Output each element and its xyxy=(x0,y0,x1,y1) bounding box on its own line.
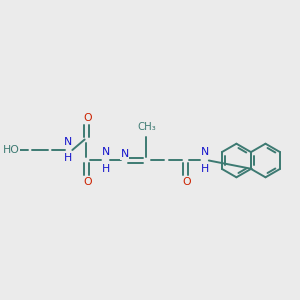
Text: N: N xyxy=(120,149,129,159)
Text: O: O xyxy=(83,177,92,188)
Text: H: H xyxy=(101,164,110,174)
Text: N: N xyxy=(200,147,209,157)
Text: H: H xyxy=(64,153,73,164)
Text: N: N xyxy=(101,147,110,157)
Text: CH₃: CH₃ xyxy=(137,122,156,132)
Text: O: O xyxy=(83,112,92,123)
Text: N: N xyxy=(64,136,73,147)
Text: H: H xyxy=(200,164,209,174)
Text: HO: HO xyxy=(2,145,19,155)
Text: O: O xyxy=(182,177,191,188)
